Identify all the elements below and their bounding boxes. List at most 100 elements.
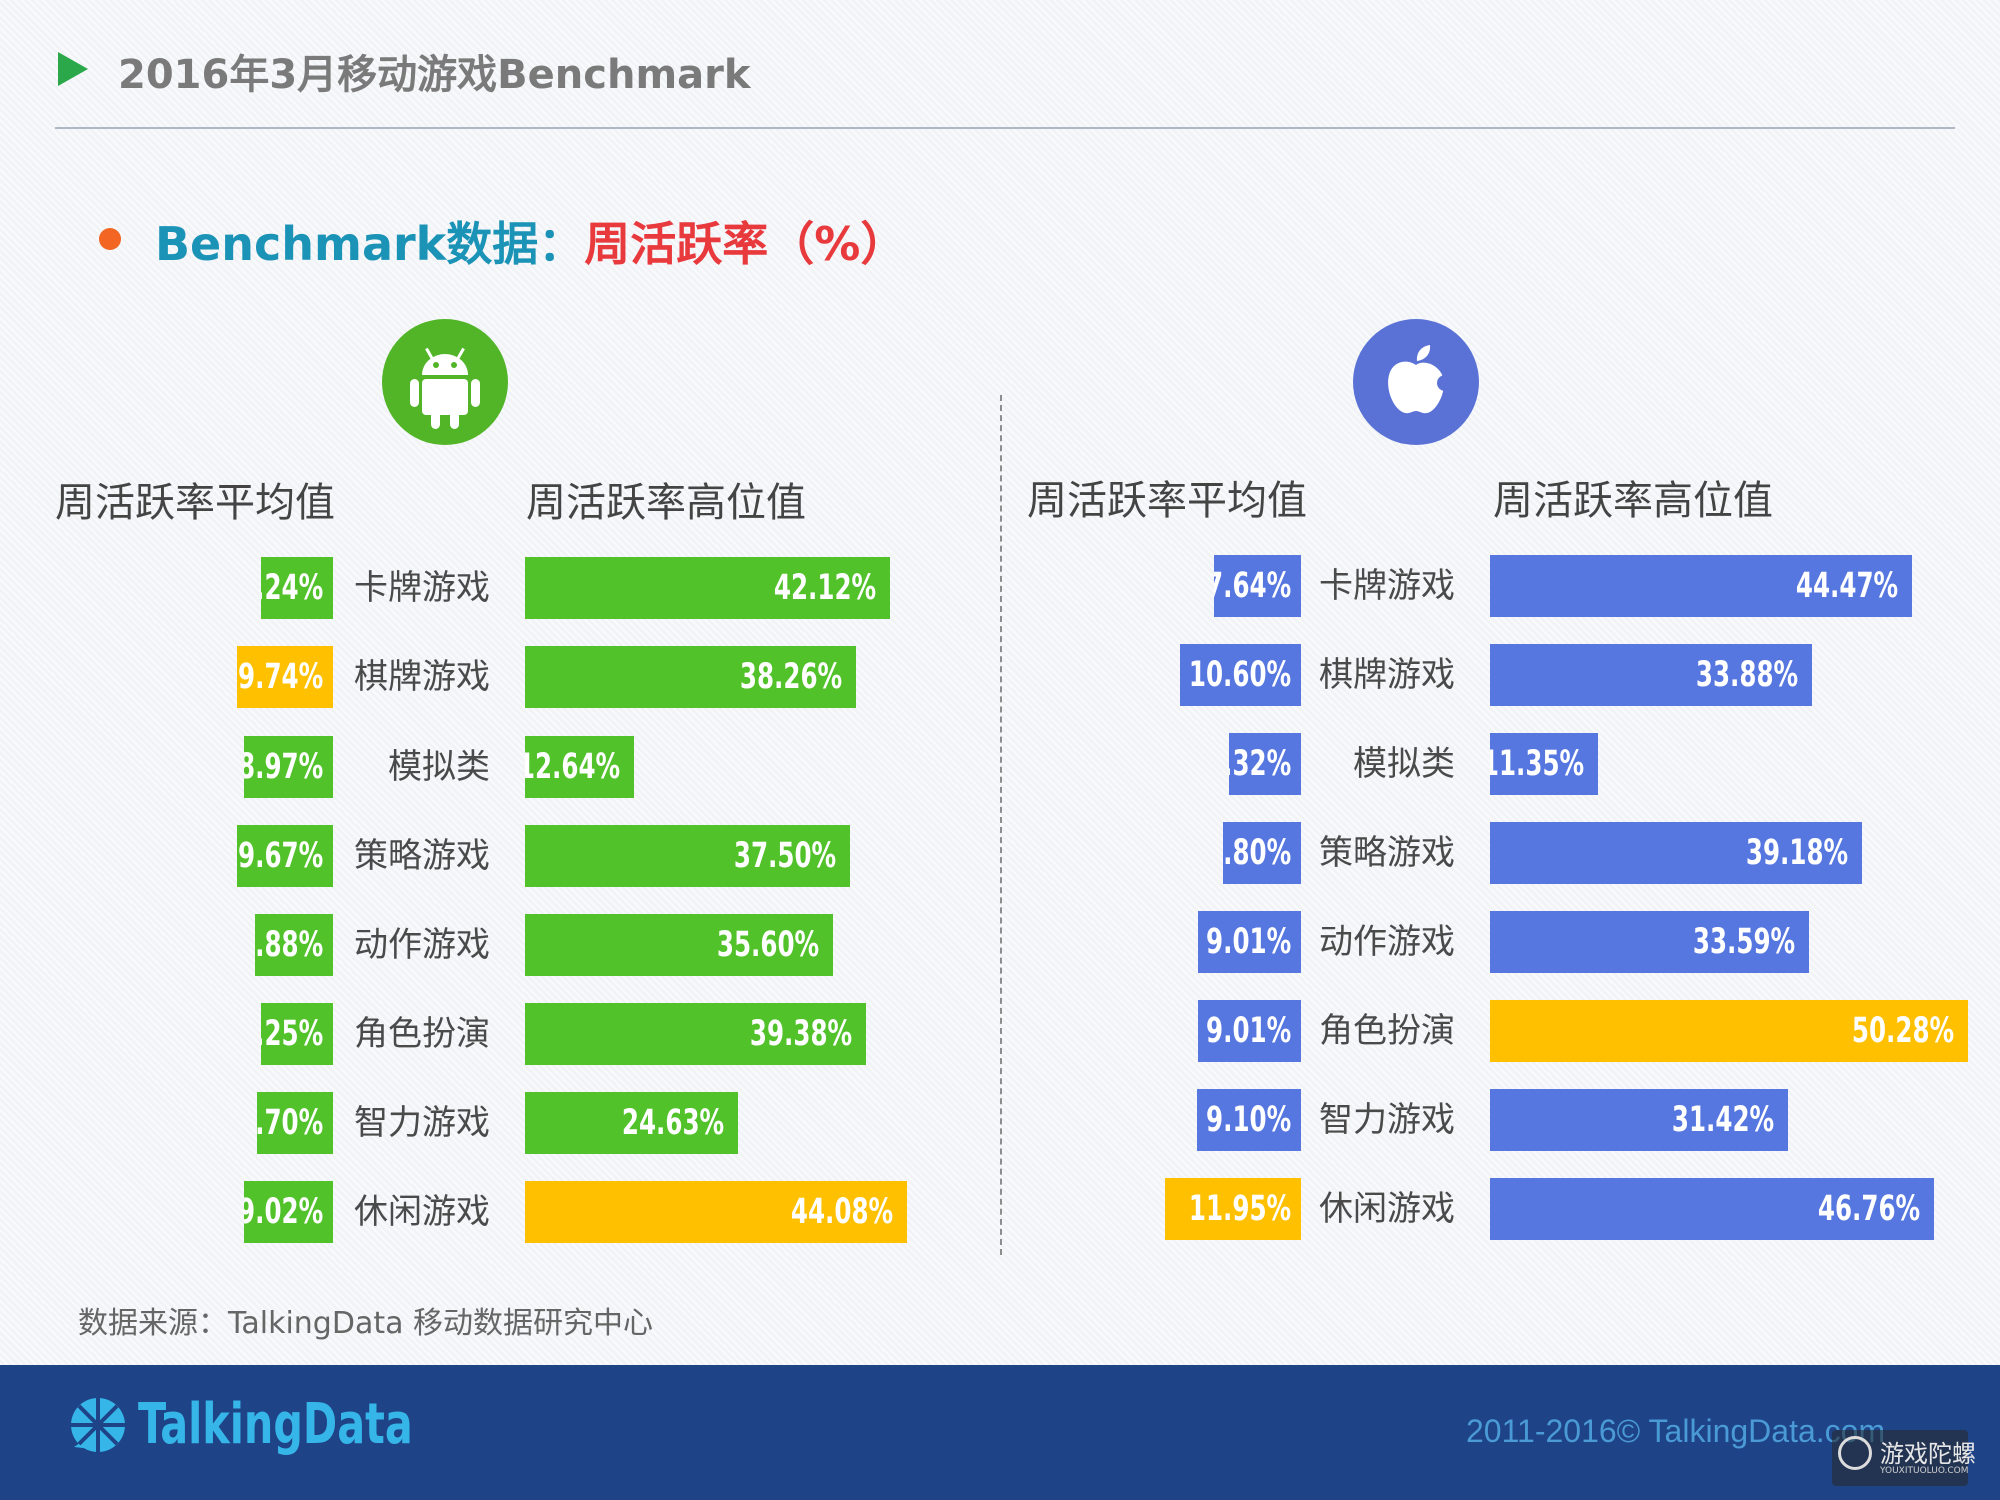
android-avg-bar: 9.74%	[237, 646, 333, 708]
android-high-bar: 38.26%	[525, 646, 856, 708]
subtitle-part-b: 周活跃率（%）	[584, 217, 907, 271]
ios-high-bar: 31.42%	[1490, 1089, 1788, 1151]
ios-high-bar: 39.18%	[1490, 822, 1862, 884]
apple-icon	[1353, 319, 1479, 445]
android-high-value-label: 12.64%	[525, 747, 620, 787]
ios-high-header: 周活跃率高位值	[1493, 478, 1773, 524]
footer-copyright: 2011-2016© TalkingData.com	[1466, 1413, 1886, 1449]
bullet-dot-icon	[99, 228, 121, 250]
ios-avg-value-label: 7.64%	[1214, 566, 1291, 606]
android-avg-value-label: 7.25%	[261, 1014, 323, 1054]
ios-category-label: 角色扮演	[1319, 1011, 1455, 1051]
ios-category-label: 智力游戏	[1319, 1100, 1455, 1140]
android-high-value-label: 42.12%	[773, 568, 876, 608]
android-category-label: 策略游戏	[354, 836, 490, 876]
android-high-bar: 12.64%	[525, 736, 634, 798]
android-high-value-label: 44.08%	[790, 1192, 893, 1232]
platform-divider	[1000, 395, 1002, 1255]
android-avg-bar: 8.97%	[244, 736, 333, 798]
android-avg-bar: 7.24%	[261, 557, 333, 619]
android-category-label: 棋牌游戏	[354, 657, 490, 697]
talkingdata-logo-icon	[68, 1397, 132, 1465]
android-icon	[382, 319, 508, 445]
android-avg-value-label: 7.70%	[257, 1103, 323, 1143]
ios-high-bar: 50.28%	[1490, 1000, 1968, 1062]
ios-high-value-label: 50.28%	[1851, 1011, 1954, 1051]
android-high-bar: 24.63%	[525, 1092, 738, 1154]
ios-category-label: 动作游戏	[1319, 922, 1455, 962]
ios-avg-bar: 6.80%	[1223, 822, 1301, 884]
android-high-bar: 37.50%	[525, 825, 850, 887]
ios-avg-value-label: 9.01%	[1205, 922, 1291, 962]
ios-high-value-label: 11.35%	[1490, 744, 1584, 784]
android-avg-value-label: 9.74%	[237, 657, 323, 697]
ios-high-value-label: 39.18%	[1745, 833, 1848, 873]
android-avg-bar: 7.25%	[261, 1003, 333, 1065]
ios-avg-bar: 7.64%	[1214, 555, 1301, 617]
watermark-text: 游戏陀螺	[1880, 1440, 1976, 1468]
android-avg-bar: 7.88%	[255, 914, 333, 976]
ios-high-value-label: 33.59%	[1692, 922, 1795, 962]
ios-avg-value-label: 11.95%	[1188, 1189, 1291, 1229]
android-category-label: 卡牌游戏	[354, 568, 490, 608]
android-avg-bar: 7.70%	[257, 1092, 333, 1154]
ios-avg-bar: 6.32%	[1229, 733, 1301, 795]
android-avg-bar: 9.02%	[244, 1181, 333, 1243]
subtitle-part-a: Benchmark数据：	[155, 217, 585, 271]
ios-avg-bar: 10.60%	[1180, 644, 1301, 706]
android-category-label: 休闲游戏	[354, 1192, 490, 1232]
spinning-top-icon	[1838, 1436, 1872, 1470]
android-high-bar: 39.38%	[525, 1003, 866, 1065]
android-high-bar: 35.60%	[525, 914, 833, 976]
data-source-note: 数据来源：TalkingData 移动数据研究中心	[78, 1306, 654, 1341]
android-high-value-label: 24.63%	[621, 1103, 724, 1143]
android-high-bar: 42.12%	[525, 557, 890, 619]
ios-avg-header: 周活跃率平均值	[1027, 478, 1307, 524]
ios-avg-value-label: 9.01%	[1205, 1011, 1291, 1051]
ios-high-value-label: 31.42%	[1671, 1100, 1774, 1140]
android-category-label: 智力游戏	[354, 1103, 490, 1143]
ios-high-value-label: 46.76%	[1817, 1189, 1920, 1229]
android-avg-value-label: 7.88%	[255, 925, 323, 965]
page-title: 2016年3月移动游戏Benchmark	[118, 52, 751, 98]
section-subtitle: Benchmark数据：周活跃率（%）	[155, 208, 906, 274]
android-avg-bar: 9.67%	[237, 825, 333, 887]
ios-high-bar: 33.59%	[1490, 911, 1809, 973]
android-avg-value-label: 9.67%	[237, 836, 323, 876]
footer-bar	[0, 1365, 2000, 1500]
ios-avg-bar: 11.95%	[1165, 1178, 1301, 1240]
ios-avg-value-label: 6.80%	[1223, 833, 1291, 873]
ios-avg-value-label: 10.60%	[1188, 655, 1291, 695]
android-high-value-label: 39.38%	[749, 1014, 852, 1054]
android-category-label: 动作游戏	[354, 925, 490, 965]
play-arrow-icon	[58, 52, 88, 86]
ios-category-label: 策略游戏	[1319, 833, 1455, 873]
android-high-value-label: 35.60%	[716, 925, 819, 965]
android-avg-value-label: 7.24%	[261, 568, 323, 608]
android-avg-header: 周活跃率平均值	[55, 480, 335, 526]
ios-high-value-label: 33.88%	[1695, 655, 1798, 695]
ios-avg-value-label: 6.32%	[1229, 744, 1291, 784]
ios-avg-bar: 9.10%	[1197, 1089, 1301, 1151]
ios-high-value-label: 44.47%	[1795, 566, 1898, 606]
ios-avg-value-label: 9.10%	[1205, 1100, 1291, 1140]
android-high-bar: 44.08%	[525, 1181, 907, 1243]
android-high-header: 周活跃率高位值	[526, 480, 806, 526]
android-high-value-label: 37.50%	[733, 836, 836, 876]
ios-avg-bar: 9.01%	[1198, 911, 1301, 973]
android-high-value-label: 38.26%	[739, 657, 842, 697]
android-avg-value-label: 9.02%	[244, 1192, 323, 1232]
android-avg-value-label: 8.97%	[244, 747, 323, 787]
watermark-subtext: YOUXITUOLUO.COM	[1880, 1466, 1969, 1476]
android-category-label: 角色扮演	[354, 1014, 490, 1054]
ios-high-bar: 33.88%	[1490, 644, 1812, 706]
ios-high-bar: 11.35%	[1490, 733, 1598, 795]
ios-category-label: 休闲游戏	[1319, 1189, 1455, 1229]
ios-category-label: 棋牌游戏	[1319, 655, 1455, 695]
android-category-label: 模拟类	[388, 747, 490, 787]
ios-category-label: 卡牌游戏	[1319, 566, 1455, 606]
ios-avg-bar: 9.01%	[1198, 1000, 1301, 1062]
footer-logo-text: TalkingData	[138, 1392, 413, 1457]
ios-category-label: 模拟类	[1353, 744, 1455, 784]
ios-high-bar: 46.76%	[1490, 1178, 1934, 1240]
